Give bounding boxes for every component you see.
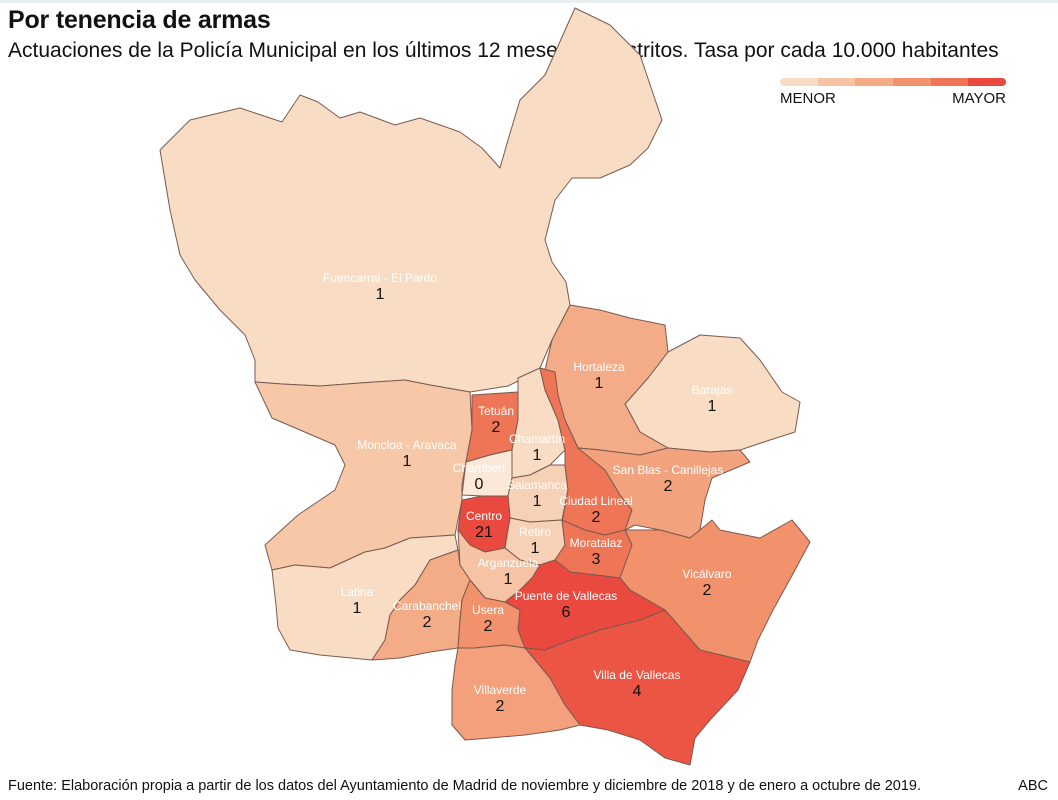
- district-name-label: Hortaleza: [573, 360, 625, 374]
- source-footnote: Fuente: Elaboración propia a partir de l…: [8, 778, 922, 794]
- district-value-label: 2: [492, 419, 501, 436]
- district-value-label: 1: [708, 398, 717, 415]
- district-value-label: 1: [353, 600, 362, 617]
- district-value-label: 1: [376, 286, 385, 303]
- district-name-label: Puente de Vallecas: [515, 589, 618, 603]
- district-name-label: Chamartín: [509, 432, 565, 446]
- legend-swatch: [930, 78, 969, 86]
- legend-color-ramp: [780, 78, 1006, 86]
- district-name-label: Chamberí: [453, 461, 506, 475]
- district-name-label: Fuencarral - El Pardo: [323, 271, 437, 285]
- legend-high-label: MAYOR: [952, 90, 1006, 107]
- district-name-label: Ciudad Lineal: [559, 494, 632, 508]
- district-value-label: 1: [533, 447, 542, 464]
- district-name-label: San Blas - Canillejas: [613, 463, 724, 477]
- district-value-label: 0: [475, 476, 484, 493]
- district-value-label: 2: [664, 478, 673, 495]
- district-name-label: Usera: [472, 603, 504, 617]
- district-villaverde[interactable]: [451, 644, 581, 741]
- district-name-label: Moncloa - Aravaca: [357, 438, 457, 452]
- district-name-label: Vicálvaro: [682, 567, 731, 581]
- district-name-label: Salamanca: [507, 478, 567, 492]
- legend-swatch: [968, 78, 1006, 86]
- legend-low-label: MENOR: [780, 90, 836, 107]
- publisher-credit: ABC: [1018, 778, 1048, 794]
- district-san-blas[interactable]: [577, 447, 751, 539]
- color-legend: MENOR MAYOR: [780, 78, 1006, 107]
- district-value-label: 1: [504, 571, 513, 588]
- district-name-label: Villa de Vallecas: [594, 668, 681, 682]
- legend-swatch: [893, 78, 931, 86]
- district-value-label: 1: [531, 540, 540, 557]
- district-value-label: 1: [595, 375, 604, 392]
- legend-swatch: [817, 78, 856, 86]
- district-name-label: Centro: [466, 509, 502, 523]
- district-name-label: Carabanchel: [393, 599, 461, 613]
- district-value-label: 1: [403, 453, 412, 470]
- district-value-label: 3: [592, 551, 601, 568]
- district-name-label: Moratalaz: [570, 536, 623, 550]
- district-value-label: 2: [592, 509, 601, 526]
- district-name-label: Villaverde: [474, 683, 527, 697]
- district-value-label: 2: [703, 582, 712, 599]
- map-title: Por tenencia de armas: [8, 6, 271, 34]
- district-value-label: 1: [533, 493, 542, 510]
- district-name-label: Latina: [341, 585, 374, 599]
- legend-swatch: [855, 78, 894, 86]
- legend-swatch: [780, 78, 818, 86]
- district-value-label: 21: [475, 524, 493, 541]
- district-value-label: 6: [562, 604, 571, 621]
- district-name-label: Tetuán: [478, 404, 514, 418]
- district-value-label: 2: [484, 618, 493, 635]
- district-name-label: Barajas: [692, 383, 733, 397]
- district-value-label: 2: [423, 614, 432, 631]
- district-value-label: 4: [633, 683, 642, 700]
- map-subtitle: Actuaciones de la Policía Municipal en l…: [8, 39, 999, 62]
- district-value-label: 2: [496, 698, 505, 715]
- district-name-label: Retiro: [519, 525, 551, 539]
- top-rule: [0, 0, 1058, 3]
- district-name-label: Arganzuela: [478, 556, 539, 570]
